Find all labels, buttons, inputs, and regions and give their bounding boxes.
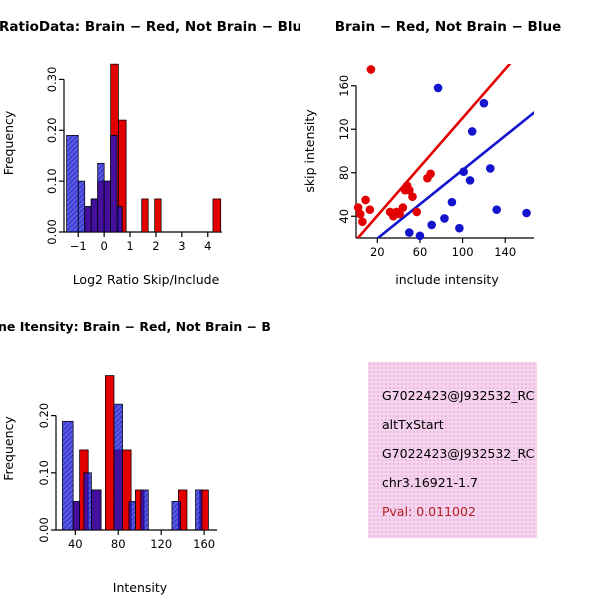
gene-info-box: G7022423@J932532_RC altTxStart G7022423@… [368, 362, 537, 538]
x-tick-label: 2 [152, 239, 159, 253]
histogram-bar-red [104, 375, 115, 531]
scatter-point-red [358, 217, 367, 226]
histogram-bar-blue-hatch [83, 472, 92, 531]
histogram-bar-blue-hatch [84, 206, 92, 233]
info-probe-id-2: G7022423@J932532_RC [382, 446, 535, 461]
y-axis-label: skip intensity [302, 109, 317, 193]
y-tick-label: 120 [337, 118, 351, 140]
histogram-bar-blue-hatch [97, 162, 105, 233]
scatter-point-blue [447, 197, 457, 207]
histogram-bar-blue-hatch [116, 206, 123, 233]
scatter-point-blue [440, 214, 449, 223]
histogram-bar-blue-hatch [140, 489, 149, 531]
scatter-point-red [355, 209, 365, 219]
y-tick-label: 80 [337, 165, 351, 180]
histogram-bar-blue-hatch [103, 180, 111, 233]
y-tick-label: 0.10 [45, 168, 59, 194]
scatter-point-red [426, 169, 435, 179]
x-tick-label: 80 [111, 537, 126, 551]
histogram-bar-blue-hatch [77, 180, 86, 233]
regression-line-red [356, 64, 512, 238]
y-tick-label: 40 [337, 209, 351, 224]
scatter-point-blue [433, 83, 443, 93]
scatter-point-blue [485, 164, 495, 173]
x-tick-label: 3 [178, 239, 185, 253]
scatter-point-blue [404, 228, 414, 237]
y-tick-label: 160 [337, 75, 351, 97]
info-pval: Pval: 0.011002 [382, 504, 476, 519]
scatter-point-red [408, 192, 417, 201]
x-tick-label: 4 [204, 239, 211, 253]
histogram-bar-blue-hatch [72, 501, 80, 531]
histogram-bar-red [212, 198, 222, 233]
scatter-point-blue [465, 176, 475, 185]
scatter-point-red [366, 65, 376, 74]
intensity-scatterplot: Brain − Red, Not Brain − Blue 20 60 100 140 4… [302, 19, 561, 287]
histogram-bar-red [154, 198, 162, 233]
histogram-bar-blue-hatch [62, 420, 74, 531]
histogram-bar-blue-hatch [110, 134, 118, 233]
info-probe-id: G7022423@J932532_RC [382, 388, 535, 403]
scatter-point-blue [459, 167, 468, 176]
panel-title: RatioData: Brain − Red, Not Brain − Blu [0, 19, 300, 35]
scatter-point-red [412, 207, 422, 217]
y-tick-label: 0.20 [45, 117, 59, 143]
y-tick-label: 0.10 [37, 460, 51, 486]
x-tick-label: 140 [494, 245, 516, 259]
gene-intensity-histogram: ne Itensity: Brain − Red, Not Brain − B 4… [0, 319, 271, 595]
scatter-point-blue [479, 98, 489, 108]
regression-line-blue [375, 110, 534, 238]
panel-title: Brain − Red, Not Brain − Blue [335, 19, 561, 35]
scatter-point-red [398, 203, 408, 212]
x-tick-label: 20 [370, 245, 385, 259]
x-axis-label: Log2 Ratio Skip/Include [73, 272, 220, 287]
histogram-bar-blue-hatch [66, 134, 79, 233]
scatter-point-blue [467, 127, 477, 136]
y-axis-label: Frequency [1, 110, 16, 175]
scatter-point-blue [455, 223, 464, 233]
scatter-point-red [404, 185, 414, 195]
x-tick-label: −1 [70, 239, 87, 253]
histogram-bar-red [141, 198, 149, 233]
scatter-point-red [361, 195, 370, 205]
histogram-bar-blue-hatch [171, 501, 181, 531]
x-tick-label: 160 [193, 537, 215, 551]
x-axis-label: include intensity [395, 272, 499, 287]
x-tick-label: 60 [413, 245, 428, 259]
x-tick-label: 100 [452, 245, 474, 259]
histogram-bar-blue-hatch [90, 198, 99, 233]
panel-title: ne Itensity: Brain − Red, Not Brain − B [0, 319, 271, 334]
scatter-point-red [365, 205, 375, 215]
scatter-point-blue [427, 220, 436, 230]
y-tick-label: 0.00 [37, 517, 51, 543]
info-event-type: altTxStart [382, 417, 444, 432]
log2-ratio-histogram: RatioData: Brain − Red, Not Brain − Blu −… [0, 19, 300, 287]
x-tick-label: 1 [126, 239, 133, 253]
y-tick-label: 0.30 [45, 67, 59, 93]
histogram-bar-blue-hatch [128, 501, 136, 531]
y-tick-label: 0.20 [37, 403, 51, 429]
x-tick-label: 40 [68, 537, 83, 551]
scatter-point-blue [415, 231, 425, 241]
scatter-point-blue [492, 205, 501, 215]
scatter-point-red [353, 203, 363, 212]
y-tick-label: 0.00 [45, 219, 59, 245]
histogram-bar-blue-hatch [91, 489, 102, 531]
x-axis-label: Intensity [113, 580, 168, 595]
histogram-bar-blue-hatch [113, 403, 123, 531]
x-tick-label: 0 [100, 239, 107, 253]
scatter-point-red [395, 209, 405, 219]
info-locus: chr3.16921-1.7 [382, 475, 479, 490]
histogram-bar-blue-hatch [195, 489, 203, 531]
x-tick-label: 120 [150, 537, 172, 551]
y-axis-label: Frequency [1, 416, 16, 481]
scatter-point-blue [522, 208, 531, 218]
